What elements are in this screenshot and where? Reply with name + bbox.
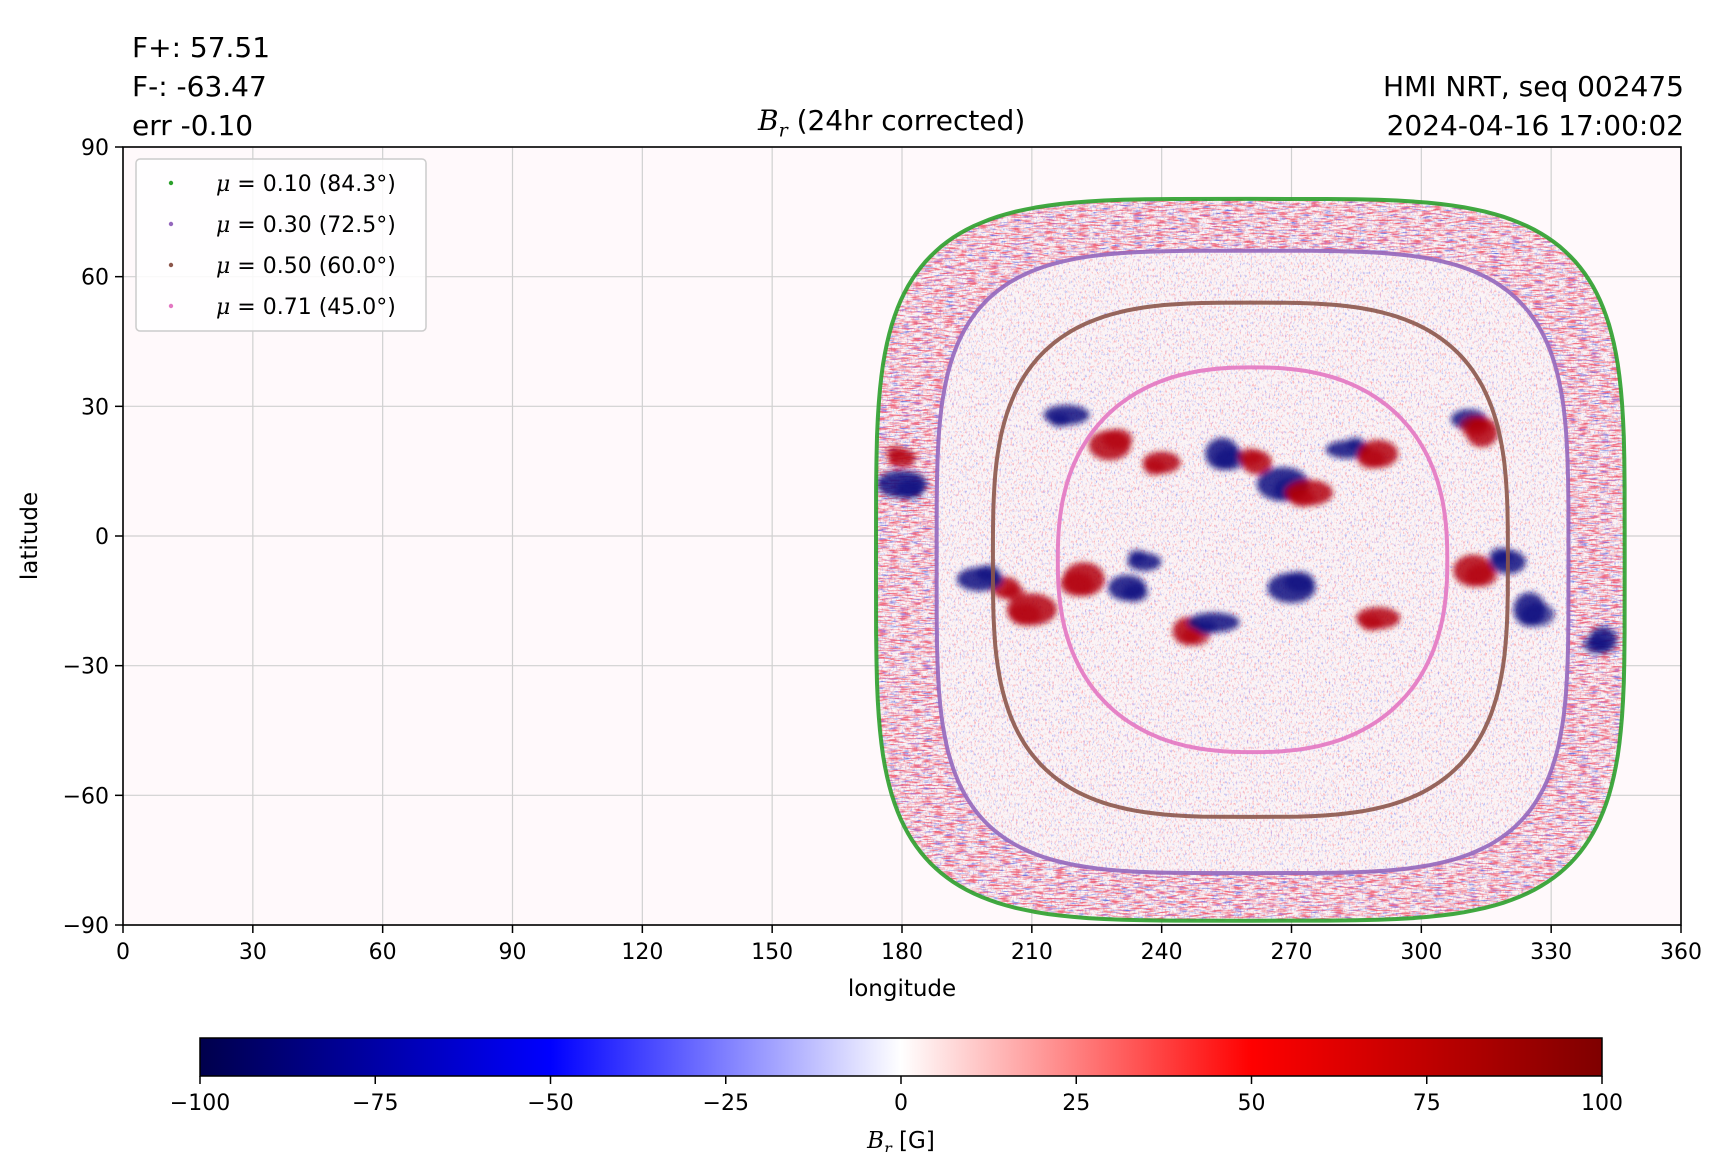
legend-marker	[168, 180, 174, 186]
active-region-patch	[1465, 564, 1498, 587]
active-region-patch	[1583, 635, 1610, 654]
y-tick-label: 0	[95, 525, 109, 550]
active-region-patch	[1008, 603, 1041, 626]
mu-contour-01	[873, 196, 1627, 923]
active-region-patch	[896, 479, 924, 499]
legend-label: μ = 0.10 (84.3°)	[216, 172, 396, 197]
active-region-patch	[1214, 447, 1247, 471]
y-tick-label: −60	[63, 784, 109, 809]
flux-error-label: err -0.10	[132, 109, 254, 142]
active-region-patch	[1102, 428, 1133, 450]
active-region-patch	[1357, 449, 1386, 469]
active-region-patch	[975, 564, 1000, 582]
colorbar: −100 −75 −50 −25 0 25 50 75 100 Br [G]	[170, 1037, 1623, 1152]
x-axis-ticks: 0 30 60 90 120 150 180 210 240 270 300 330 360	[116, 925, 1702, 965]
y-tick-label: 60	[81, 266, 109, 291]
colorbar-tick-label: 50	[1238, 1091, 1266, 1116]
x-tick-label: 30	[239, 940, 267, 965]
colorbar-tick-label: −25	[703, 1091, 749, 1116]
y-axis-label: latitude	[17, 492, 43, 580]
active-region-patch	[1128, 549, 1147, 563]
active-region-patch	[1346, 437, 1365, 450]
x-tick-label: 210	[1011, 940, 1053, 965]
active-region-patch	[1360, 615, 1383, 631]
disk-content	[876, 198, 1625, 921]
legend-marker	[168, 303, 174, 309]
active-region-patch	[1196, 620, 1217, 635]
source-label: HMI NRT, seq 002475	[1382, 70, 1684, 103]
mu-contours	[873, 196, 1627, 923]
colorbar-tick-label: −100	[170, 1091, 230, 1116]
x-tick-label: 330	[1530, 940, 1572, 965]
magnetogram-disk	[876, 198, 1625, 921]
x-tick-label: 360	[1660, 940, 1702, 965]
x-tick-label: 0	[116, 940, 130, 965]
chart-title: Br (24hr corrected)	[758, 104, 1025, 142]
active-region-patch	[1520, 602, 1555, 627]
colorbar-label: Br [G]	[866, 1128, 935, 1152]
legend: μ = 0.10 (84.3°) μ = 0.30 (72.5°) μ = 0.50…	[135, 158, 427, 332]
active-region-patch	[1459, 415, 1490, 437]
colorbar-tick-label: 25	[1062, 1091, 1090, 1116]
colorbar-tick-label: −75	[352, 1091, 398, 1116]
x-tick-label: 120	[621, 940, 663, 965]
colorbar-bar	[199, 1037, 1603, 1077]
colorbar-tick-label: 100	[1581, 1091, 1623, 1116]
colorbar-tick-label: 75	[1413, 1091, 1441, 1116]
legend-marker	[168, 221, 174, 227]
legend-marker	[168, 262, 174, 268]
x-tick-label: 240	[1141, 940, 1183, 965]
active-region-patch	[1237, 448, 1262, 465]
x-tick-label: 270	[1271, 940, 1313, 965]
x-tick-label: 150	[751, 940, 793, 965]
mu-contour-05	[990, 300, 1510, 819]
mu-contour-071	[1055, 365, 1450, 755]
y-tick-label: 30	[81, 395, 109, 420]
active-region-patch	[1049, 412, 1070, 427]
title-subscript: r	[778, 119, 788, 142]
legend-label: μ = 0.30 (72.5°)	[216, 213, 396, 238]
x-tick-label: 90	[499, 940, 527, 965]
legend-box	[135, 158, 427, 332]
colorbar-tick-label: −50	[527, 1091, 573, 1116]
x-tick-label: 300	[1400, 940, 1442, 965]
title-symbol: B	[758, 104, 779, 137]
flux-negative-label: F-: -63.47	[132, 70, 267, 103]
flux-positive-label: F+: 57.51	[132, 31, 271, 64]
timestamp-label: 2024-04-16 17:00:02	[1386, 109, 1684, 142]
legend-label: μ = 0.71 (45.0°)	[216, 295, 396, 320]
active-region-patch	[1284, 571, 1315, 593]
x-tick-label: 60	[369, 940, 397, 965]
y-tick-label: 90	[81, 136, 109, 161]
mu-contour-03	[934, 248, 1571, 876]
y-axis-ticks: −90 −60 −30 0 30 60 90	[63, 136, 123, 939]
active-regions	[877, 404, 1618, 654]
colorbar-tick-label: 0	[894, 1091, 908, 1116]
legend-label: μ = 0.50 (60.0°)	[216, 254, 396, 279]
active-region-patch	[886, 445, 904, 459]
active-region-patch	[1059, 572, 1094, 597]
active-region-patch	[1122, 583, 1149, 602]
y-tick-label: −90	[63, 914, 109, 939]
y-tick-label: −30	[63, 655, 109, 680]
active-region-patch	[1143, 459, 1166, 476]
title-suffix: (24hr corrected)	[787, 104, 1026, 137]
active-region-patch	[1288, 488, 1315, 507]
x-axis-label: longitude	[848, 976, 956, 1002]
x-tick-label: 180	[881, 940, 923, 965]
